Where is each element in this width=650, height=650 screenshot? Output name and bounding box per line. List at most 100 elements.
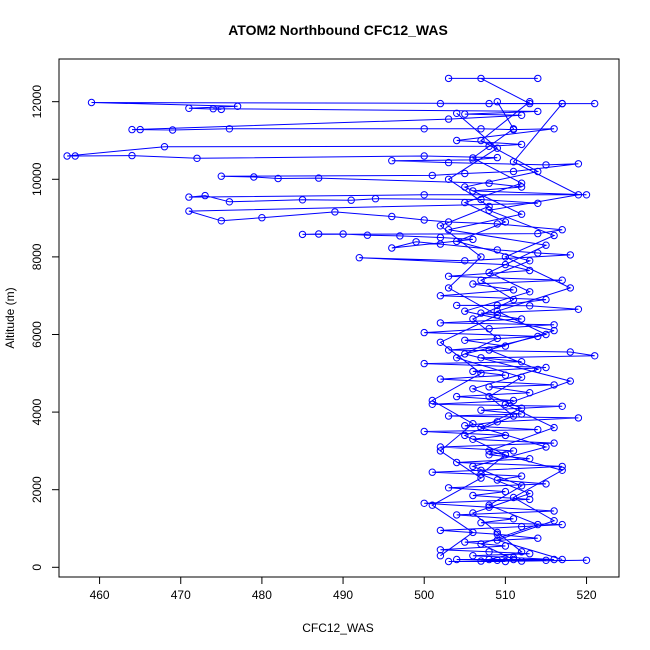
data-point-0-112 [542,363,550,372]
data-point-0-80 [493,246,501,254]
data-point-0-70 [298,230,307,239]
data-point-0-2 [477,74,485,83]
data-point-0-90 [509,286,518,294]
data-point-0-66 [444,218,453,226]
data-point-4-8 [436,338,445,346]
data-point-0-40 [509,167,518,176]
data-point-0-28 [160,143,169,151]
data-point-2-0 [526,98,534,106]
data-point-0-175 [501,557,510,566]
data-point-0-14 [461,110,469,118]
data-point-0-85 [501,260,510,269]
data-point-4-7 [493,311,501,319]
data-point-3-11 [501,400,510,408]
data-point-1-0 [493,98,501,106]
data-point-1-22 [517,548,526,556]
data-point-0-119 [453,392,461,401]
data-point-1-16 [461,431,469,440]
data-point-0-22 [477,125,485,133]
data-point-0-153 [509,515,518,523]
data-point-0-163 [485,548,493,556]
x-tick-label-2: 480 [252,588,272,602]
data-point-3-10 [566,377,574,385]
data-point-0-32 [193,154,201,163]
data-point-0-31 [128,151,136,160]
data-point-1-21 [493,528,501,537]
data-point-0-98 [517,315,526,323]
x-axis: 460 470 480 490 500 510 520 [90,576,597,602]
data-point-3-4 [550,231,558,240]
data-point-0-96 [574,305,583,313]
data-point-0-151 [550,507,558,515]
data-point-0-3 [526,99,534,108]
series-0 [63,74,599,566]
data-point-0-46 [315,174,323,182]
data-point-0-62 [258,214,266,222]
data-point-0-6 [591,99,599,108]
x-tick-label-6: 520 [577,588,597,602]
data-point-0-54 [225,198,234,206]
data-point-1-3 [517,179,526,187]
data-point-1-20 [469,509,477,517]
data-point-0-76 [469,235,477,244]
data-point-0-84 [355,254,363,262]
data-point-2-15 [477,423,485,432]
y-tick-label-6: 12000 [30,85,44,119]
data-point-0-146 [501,487,510,496]
data-point-0-157 [436,526,445,535]
data-point-2-17 [469,462,477,471]
data-point-1-8 [477,276,485,284]
series-layer [63,74,599,566]
x-tick-label-5: 510 [495,588,515,602]
data-point-0-170 [542,556,550,564]
data-point-3-1 [509,158,518,166]
data-point-0-59 [534,199,542,208]
data-point-3-3 [485,206,493,215]
series-3-line [464,103,580,560]
data-point-3-7 [493,307,501,315]
data-point-0-20 [225,125,234,133]
data-point-0-9 [233,102,242,111]
data-point-3-5 [501,253,510,261]
data-point-0-34 [493,153,501,162]
data-point-2-16 [542,443,550,451]
data-point-3-13 [485,447,493,455]
data-point-0-100 [550,321,558,329]
data-point-1-18 [477,470,485,478]
data-point-0-126 [574,414,583,422]
data-point-1-11 [493,334,501,343]
data-point-0-108 [591,352,599,360]
data-point-0-130 [420,427,428,436]
data-point-0-140 [477,466,485,474]
x-tick-label-3: 490 [333,588,353,602]
data-point-0-78 [412,238,420,246]
data-point-0-129 [534,425,542,434]
data-point-1-19 [526,489,534,498]
data-point-0-11 [217,105,226,114]
data-point-0-81 [534,249,542,257]
data-point-0-79 [436,240,445,248]
data-point-0-104 [461,336,469,344]
data-point-0-115 [436,375,445,383]
data-point-0-142 [517,472,526,480]
data-point-0-44 [250,173,258,181]
data-point-4-0 [453,109,461,118]
data-point-0-45 [274,174,282,183]
data-point-2-21 [477,540,485,548]
y-tick-label-0: 0 [30,564,44,571]
series-1 [453,98,534,564]
data-point-0-5 [485,99,493,108]
data-point-0-132 [469,435,477,443]
data-point-0-109 [477,354,485,362]
series-1-line [455,101,532,560]
data-point-2-20 [534,520,542,529]
data-point-0-147 [469,491,477,500]
y-axis: 0 2000 4000 6000 8000 10000 12000 [30,85,60,571]
data-point-0-88 [558,276,566,284]
data-point-4-1 [493,144,501,152]
data-point-0-150 [485,503,493,511]
data-point-0-99 [436,319,445,327]
data-point-0-134 [436,443,445,451]
data-point-0-38 [542,161,550,169]
